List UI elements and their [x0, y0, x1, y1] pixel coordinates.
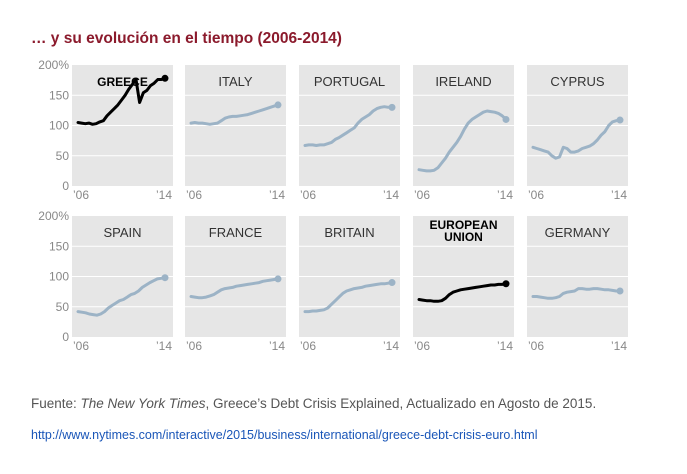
y-tick-label: 200%: [38, 209, 69, 223]
series-end-dot-italy: [274, 101, 282, 109]
panel-label-cyprus: CYPRUS: [550, 74, 605, 89]
x-tick-label: ’06: [528, 339, 544, 353]
series-line-ireland: [417, 109, 508, 173]
series-end-dot-greece: [161, 74, 169, 82]
x-tick-label: ’06: [528, 188, 544, 202]
series-line-germany: [531, 287, 622, 300]
y-tick-label: 50: [56, 300, 70, 314]
y-tick-label: 0: [62, 330, 69, 344]
x-tick-label: ’14: [269, 188, 285, 202]
x-tick-label: ’06: [414, 188, 430, 202]
x-tick-label: ’14: [497, 339, 513, 353]
series-line-european-union: [417, 282, 508, 303]
series-line-cyprus: [531, 118, 622, 160]
series-end-dot-germany: [616, 287, 624, 295]
x-tick-label: ’14: [611, 188, 627, 202]
page-title: … y su evolución en el tiempo (2006-2014…: [31, 30, 342, 47]
series-end-dot-britain: [388, 279, 396, 287]
panel-label-italy: ITALY: [218, 74, 253, 89]
x-tick-label: ’06: [73, 188, 89, 202]
series-line-italy: [189, 103, 280, 126]
series-line-britain: [303, 281, 394, 314]
x-tick-label: ’14: [497, 188, 513, 202]
x-tick-label: ’06: [414, 339, 430, 353]
small-multiples-chart: 200% 150 100 50 0 200% 150 100 50 0 GREECE ’06 ’14 IT…: [38, 58, 628, 353]
x-tick-label: ’14: [156, 339, 172, 353]
source-prefix: Fuente:: [31, 396, 81, 411]
panel-label-ireland: IRELAND: [435, 74, 491, 89]
y-tick-label: 100: [49, 270, 69, 284]
series-line-portugal: [303, 105, 394, 147]
x-tick-label: ’06: [300, 339, 316, 353]
source-link[interactable]: http://www.nytimes.com/interactive/2015/…: [31, 428, 538, 442]
x-tick-label: ’14: [156, 188, 172, 202]
series-end-dot-ireland: [502, 115, 510, 123]
series-end-dot-spain: [161, 274, 169, 282]
y-tick-label: 100: [49, 119, 69, 133]
panel-label-germany: GERMANY: [545, 225, 611, 240]
series-line-spain: [76, 276, 167, 317]
panel-label-france: FRANCE: [209, 225, 263, 240]
y-tick-label: 50: [56, 149, 70, 163]
x-tick-label: ’14: [611, 339, 627, 353]
x-tick-label: ’06: [186, 188, 202, 202]
panel-label-greece: GREECE: [97, 75, 148, 89]
panel-label-european-union: EUROPEAN: [429, 218, 497, 232]
x-tick-label: ’14: [269, 339, 285, 353]
panel-label-european-union: UNION: [444, 230, 483, 244]
y-tick-label: 150: [49, 239, 69, 253]
source-line: Fuente: The New York Times, Greece’s Deb…: [31, 396, 596, 411]
x-tick-label: ’06: [186, 339, 202, 353]
panel-label-portugal: PORTUGAL: [314, 74, 385, 89]
y-tick-label: 150: [49, 88, 69, 102]
y-tick-label: 0: [62, 179, 69, 193]
y-tick-label: 200%: [38, 58, 69, 72]
x-tick-label: ’06: [73, 339, 89, 353]
series-end-dot-european-union: [502, 280, 510, 288]
series-end-dot-portugal: [388, 103, 396, 111]
source-publication: The New York Times: [80, 396, 206, 411]
series-line-france: [189, 277, 280, 300]
panel-label-spain: SPAIN: [103, 225, 141, 240]
x-tick-label: ’14: [383, 188, 399, 202]
x-tick-label: ’06: [300, 188, 316, 202]
series-line-greece: [76, 76, 167, 126]
series-end-dot-france: [274, 275, 282, 283]
panel-label-britain: BRITAIN: [324, 225, 374, 240]
series-end-dot-cyprus: [616, 116, 624, 124]
x-tick-label: ’14: [383, 339, 399, 353]
source-rest: , Greece’s Debt Crisis Explained, Actual…: [205, 396, 597, 411]
